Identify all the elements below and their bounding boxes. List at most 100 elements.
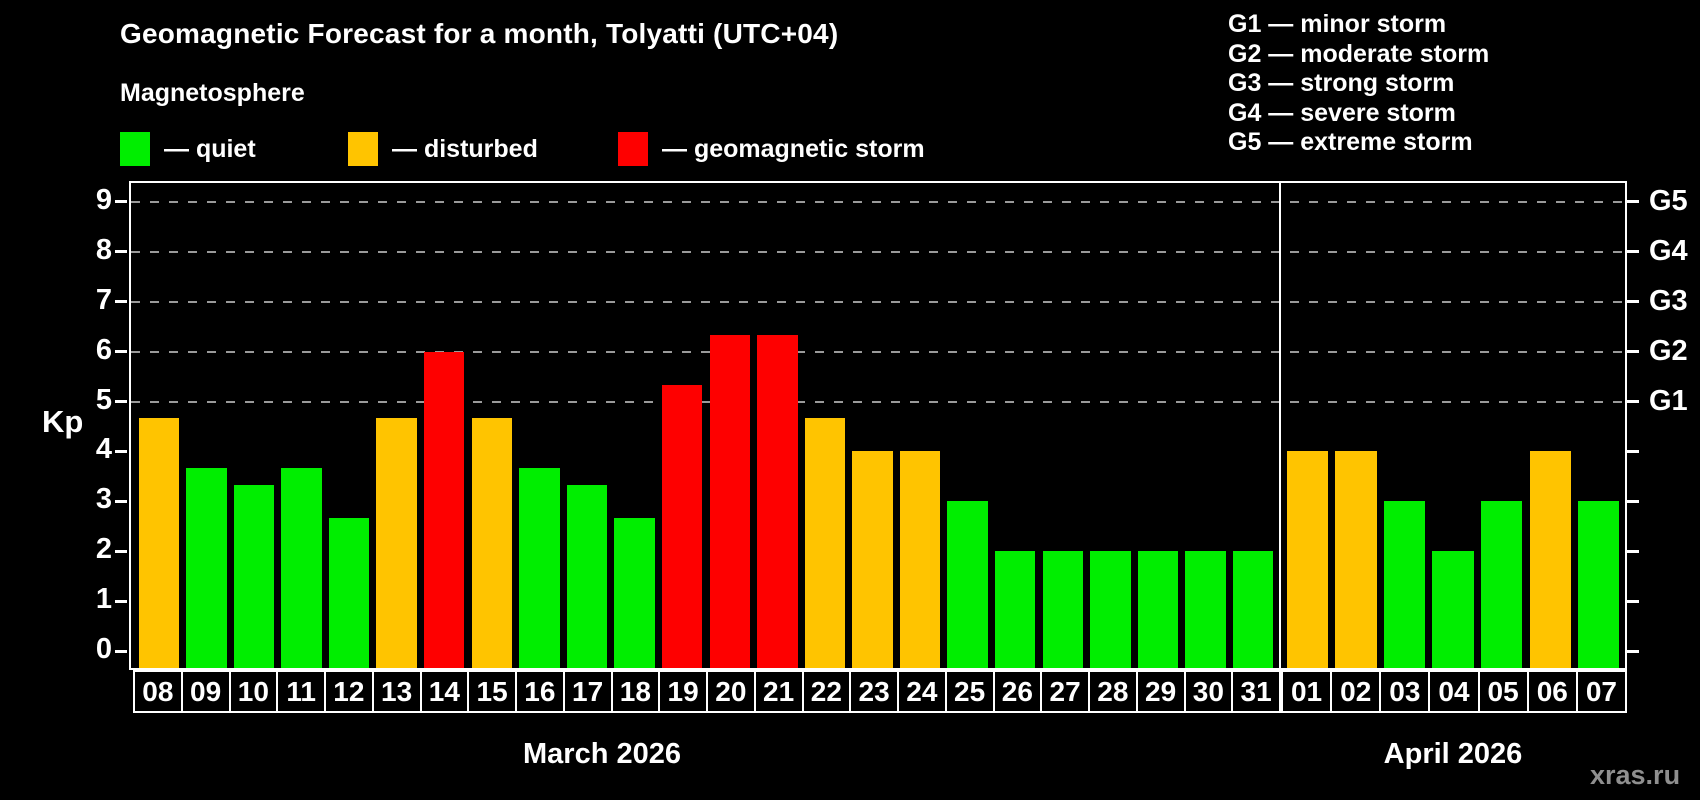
bar-slot: [183, 183, 231, 668]
day-label-march-23: 23: [849, 670, 899, 713]
bar-slot: [373, 183, 421, 668]
bar-slot: [1332, 183, 1381, 668]
bar-slot: [1526, 183, 1575, 668]
bar-slot: [1134, 183, 1182, 668]
march-day-labels: 08 09 10 11 12 13 14 15 16 17 18 19 20 21 22 23 24 25 26 27…: [133, 670, 1281, 713]
kp-bar-march-17: [566, 485, 608, 668]
day-label-april-07: 07: [1575, 670, 1627, 713]
kp-bar-march-11: [281, 468, 322, 668]
day-label-march-10: 10: [228, 670, 279, 713]
day-axis: 08 09 10 11 12 13 14 15 16 17 18 19 20 21 22 23 24 25 26 27…: [133, 670, 1627, 713]
day-label-march-25: 25: [944, 670, 995, 713]
right-tick-1: [1627, 599, 1639, 603]
day-label-march-13: 13: [371, 670, 422, 713]
legend-label-disturbed: — disturbed: [392, 134, 538, 163]
y-tick-label-3: 3: [95, 483, 112, 516]
gridline-kp7: [131, 300, 1625, 303]
g5-legend-line: G5 — extreme storm: [1228, 128, 1473, 156]
kp-bar-april-02: [1335, 451, 1377, 668]
kp-bar-march-09: [186, 468, 227, 668]
g3-legend-line: G3 — strong storm: [1228, 69, 1455, 97]
bar-slot: [1380, 183, 1429, 668]
kp-bar-march-25: [947, 501, 988, 668]
right-axis-label-g3: G3: [1649, 284, 1688, 317]
bar-slot: [1229, 183, 1277, 668]
g4-legend-line: G4 — severe storm: [1228, 98, 1456, 127]
kp-bar-march-12: [328, 518, 370, 668]
bar-slot: [1477, 183, 1526, 668]
bar-slot: [325, 183, 373, 668]
g2-legend-line: G2 — moderate storm: [1228, 39, 1490, 68]
y-tick-2: [115, 549, 127, 553]
y-tick-4: [115, 449, 127, 453]
right-tick-0: [1627, 649, 1639, 653]
april-bars-group: [1283, 183, 1623, 668]
kp-bar-march-27: [1042, 551, 1083, 668]
right-tick-9: [1627, 200, 1639, 204]
storm-color-swatch: [618, 132, 648, 166]
bar-slot: [944, 183, 992, 668]
y-tick-9: [115, 200, 127, 204]
y-tick-8: [115, 250, 127, 254]
bar-slot: [1039, 183, 1087, 668]
day-label-march-15: 15: [467, 670, 517, 713]
kp-bar-april-04: [1432, 551, 1474, 668]
day-label-march-11: 11: [276, 670, 326, 713]
kp-bar-march-26: [994, 551, 1036, 668]
kp-bar-march-21: [757, 335, 798, 668]
bar-slot: [754, 183, 802, 668]
kp-bar-march-14: [424, 352, 465, 668]
day-label-april-01: 01: [1281, 670, 1333, 713]
kp-bar-march-15: [471, 418, 513, 668]
day-label-march-21: 21: [753, 670, 804, 713]
day-label-march-31: 31: [1231, 670, 1281, 713]
legend-label-storm: — geomagnetic storm: [662, 134, 925, 163]
right-tick-8: [1627, 250, 1639, 254]
day-label-march-26: 26: [992, 670, 1043, 713]
kp-bar-april-01: [1286, 451, 1328, 668]
day-label-march-22: 22: [801, 670, 852, 713]
g1-legend-line: G1 — minor storm: [1228, 10, 1447, 38]
bar-slot: [801, 183, 849, 668]
y-tick-label-2: 2: [95, 533, 112, 566]
kp-bar-march-08: [138, 418, 179, 668]
y-tick-label-7: 7: [95, 283, 112, 316]
kp-bar-march-30: [1185, 551, 1226, 668]
kp-bar-march-28: [1090, 551, 1131, 668]
right-tick-2: [1627, 549, 1639, 553]
bar-slot: [849, 183, 897, 668]
kp-bar-april-07: [1578, 501, 1620, 668]
kp-bar-march-19: [661, 385, 703, 668]
quiet-color-swatch: [120, 132, 150, 166]
day-label-april-06: 06: [1526, 670, 1578, 713]
y-tick-6: [115, 350, 127, 354]
gridline-kp6: [131, 350, 1625, 353]
kp-bar-march-31: [1232, 551, 1274, 668]
legend-item-quiet: — quiet: [120, 130, 256, 168]
kp-bar-march-24: [899, 451, 941, 668]
bar-slot: [1574, 183, 1623, 668]
y-tick-label-1: 1: [95, 583, 112, 616]
right-tick-4: [1627, 449, 1639, 453]
day-label-april-02: 02: [1330, 670, 1382, 713]
y-tick-label-6: 6: [95, 333, 112, 366]
y-tick-label-9: 9: [95, 184, 112, 217]
bar-slot: [1087, 183, 1135, 668]
kp-bar-april-06: [1529, 451, 1571, 668]
bar-slot: [991, 183, 1039, 668]
right-tick-7: [1627, 300, 1639, 304]
y-tick-label-4: 4: [95, 433, 112, 466]
disturbed-color-swatch: [348, 132, 378, 166]
kp-bar-march-29: [1137, 551, 1179, 668]
day-label-march-30: 30: [1183, 670, 1234, 713]
bar-slot: [611, 183, 659, 668]
day-label-april-03: 03: [1379, 670, 1431, 713]
kp-bar-march-16: [519, 468, 560, 668]
gridline-kp8: [131, 250, 1625, 253]
chart-title: Geomagnetic Forecast for a month, Tolyat…: [120, 18, 839, 49]
bar-slot: [135, 183, 183, 668]
y-tick-3: [115, 499, 127, 503]
day-label-march-18: 18: [610, 670, 661, 713]
april-month-label: April 2026: [1383, 738, 1523, 770]
bar-slot: [658, 183, 706, 668]
